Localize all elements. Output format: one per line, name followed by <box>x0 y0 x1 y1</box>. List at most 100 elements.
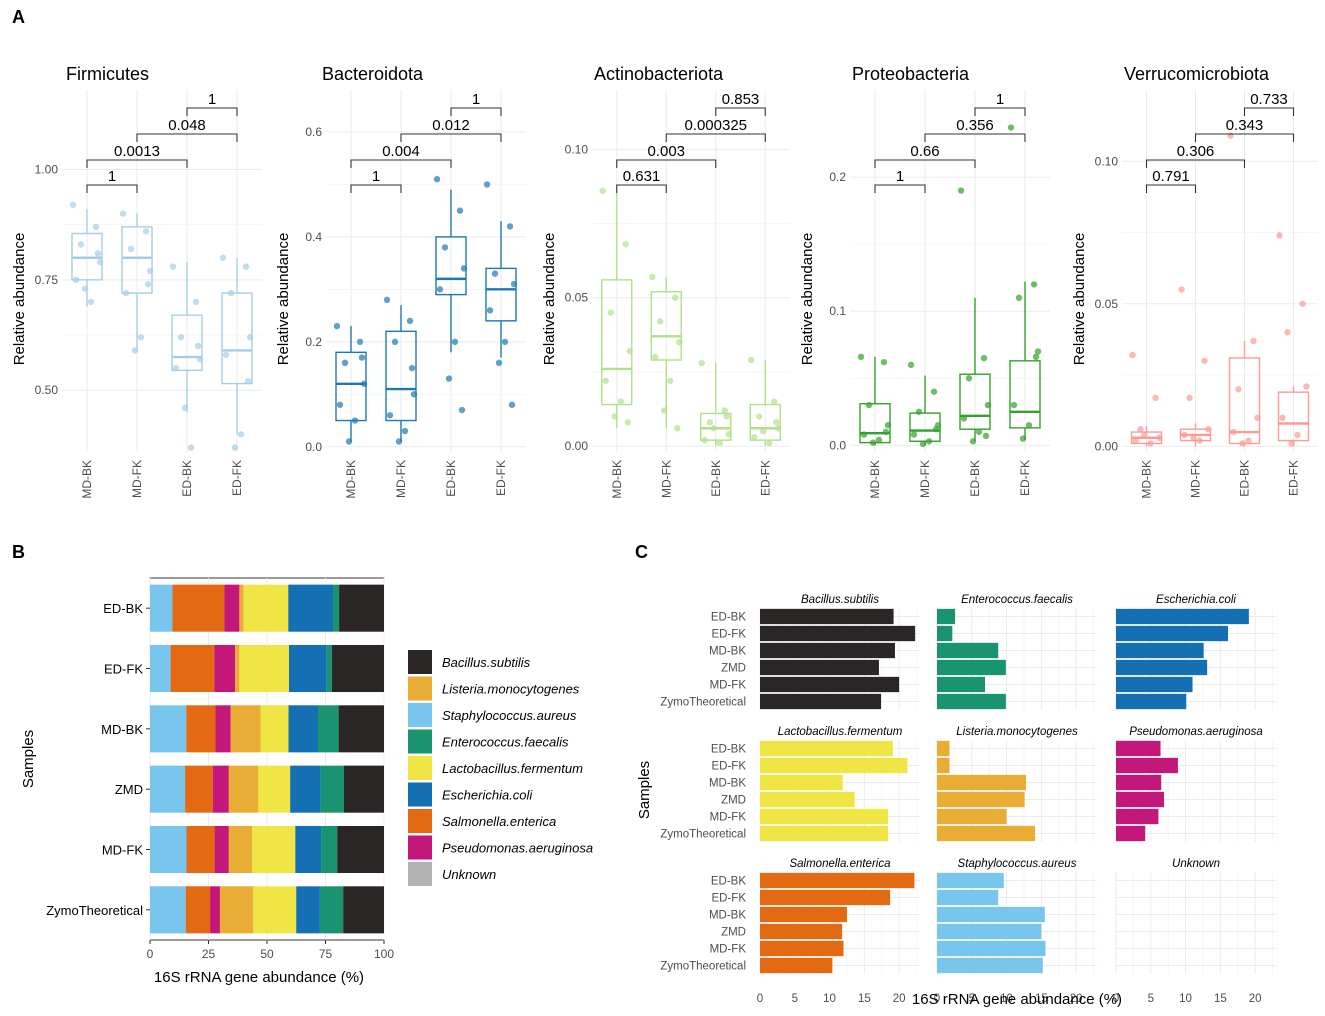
comparison-bracket <box>974 107 1026 116</box>
data-point <box>760 428 767 435</box>
facet-title: Bacillus.subtilis <box>801 594 879 606</box>
y-axis-title: Samples <box>20 730 37 788</box>
data-point <box>1299 300 1306 307</box>
legend-swatch-bacillus-subtilis <box>408 650 432 674</box>
data-point <box>244 378 252 385</box>
bar-ed-fk <box>937 889 999 906</box>
stack-segment-salmonella-enterica <box>170 644 215 693</box>
stack-segment-staphylococcus-aureus <box>150 886 186 934</box>
x-tick-label: 5 <box>969 993 975 1005</box>
box-ed-bk <box>700 412 732 441</box>
bar-ed-bk <box>1116 740 1161 757</box>
x-tick-label-ed-bk: ED-BK <box>709 460 723 497</box>
data-point <box>1010 401 1018 409</box>
y-tick-label: 0.0 <box>305 440 322 454</box>
x-tick-label-ed-bk: ED-BK <box>180 460 194 497</box>
comparison-bracket <box>86 184 138 193</box>
data-point <box>1178 286 1185 293</box>
data-point <box>1235 386 1242 393</box>
data-point <box>975 428 983 436</box>
stack-segment-enterococcus-faecalis <box>326 644 332 693</box>
y-tick-label-md-fk: MD-FK <box>102 843 143 858</box>
facet-title: Pseudomonas.aeruginosa <box>1129 726 1263 738</box>
p-value-label: 1 <box>996 91 1004 108</box>
bar-ed-fk <box>760 889 891 906</box>
data-point <box>1030 281 1038 288</box>
bar-ed-bk <box>937 872 1004 889</box>
x-tick-label: 20 <box>1070 993 1083 1005</box>
data-point <box>96 258 104 266</box>
y-tick-label-zymotheoretical: ZymoTheoretical <box>660 961 746 973</box>
stack-segment-bacillus-subtilis <box>338 705 384 753</box>
data-point <box>1279 414 1286 421</box>
x-tick-label-md-fk: MD-FK <box>394 460 408 498</box>
stack-segment-listeria-monocytogenes <box>219 886 254 934</box>
x-tick-label-md-fk: MD-FK <box>1189 460 1203 498</box>
legend-label-pseudomonas-aeruginosa: Pseudomonas.aeruginosa <box>442 841 593 856</box>
data-point <box>1141 431 1148 439</box>
data-point <box>672 294 679 301</box>
data-point <box>433 175 441 183</box>
data-point <box>1250 337 1257 345</box>
box-md-bk <box>601 279 633 406</box>
bar-md-fk <box>937 940 1046 957</box>
legend-swatch-enterococcus-faecalis <box>408 729 432 754</box>
bar-ed-fk <box>760 757 908 774</box>
data-point <box>932 426 940 433</box>
data-point <box>674 425 681 432</box>
comparison-bracket <box>186 107 238 116</box>
data-point <box>501 338 509 346</box>
data-point <box>227 289 235 297</box>
box-ed-fk <box>485 267 517 322</box>
data-point <box>87 298 95 306</box>
comparison-bracket <box>136 133 238 142</box>
data-point <box>81 285 89 292</box>
data-point <box>495 359 503 367</box>
data-point <box>756 413 763 420</box>
stack-segment-staphylococcus-aureus <box>150 825 187 874</box>
p-value-label: 0.306 <box>1177 143 1215 160</box>
panel-a-boxplots: Firmicutes Relative abundance 0.50 0.75 1.00… <box>11 64 1318 499</box>
data-point <box>192 298 200 306</box>
data-point <box>72 276 80 284</box>
bar-ed-bk <box>760 740 893 757</box>
data-point <box>1303 383 1310 390</box>
p-value-label: 0.012 <box>432 117 470 134</box>
y-tick-label-ed-fk: ED-FK <box>712 629 747 641</box>
bar-md-bk <box>937 774 1027 791</box>
bar-md-bk <box>937 642 999 659</box>
data-point <box>237 431 245 438</box>
data-point <box>1190 434 1197 441</box>
bar-ed-fk <box>760 625 916 642</box>
data-point <box>884 421 892 429</box>
bar-md-bk <box>760 642 895 659</box>
y-tick-label-zymotheoretical: ZymoTheoretical <box>660 829 746 841</box>
data-point <box>676 339 683 346</box>
data-point <box>773 419 780 426</box>
box-md-fk <box>121 226 153 294</box>
data-point <box>1230 428 1237 436</box>
stack-segment-enterococcus-faecalis <box>318 705 339 753</box>
bar-md-fk <box>760 808 888 825</box>
stack-segment-lactobacillus-fermentum <box>243 584 289 632</box>
data-point <box>336 401 344 408</box>
data-point <box>880 358 888 366</box>
data-point <box>980 354 988 362</box>
stack-segment-bacillus-subtilis <box>343 886 384 934</box>
x-tick-label: 20 <box>893 993 906 1005</box>
x-tick-label: 50 <box>260 947 274 961</box>
p-value-label: 0.003 <box>647 143 685 160</box>
data-point <box>1276 232 1283 239</box>
data-point <box>721 407 728 414</box>
data-point <box>599 187 606 195</box>
data-point <box>491 270 499 277</box>
legend-label-lactobacillus-fermentum: Lactobacillus.fermentum <box>442 761 583 776</box>
p-value-label: 0.66 <box>910 143 939 160</box>
panel-title: Proteobacteria <box>852 64 970 84</box>
data-point <box>1186 394 1193 402</box>
boxplot-bacteroidota: Bacteroidota Relative abundance 0.0 0.2 0.4 0… <box>275 64 526 499</box>
data-point <box>383 296 391 304</box>
stack-segment-listeria-monocytogenes <box>228 825 253 874</box>
x-tick-label-md-bk: MD-BK <box>868 460 882 499</box>
p-value-label: 0.0013 <box>114 143 160 160</box>
